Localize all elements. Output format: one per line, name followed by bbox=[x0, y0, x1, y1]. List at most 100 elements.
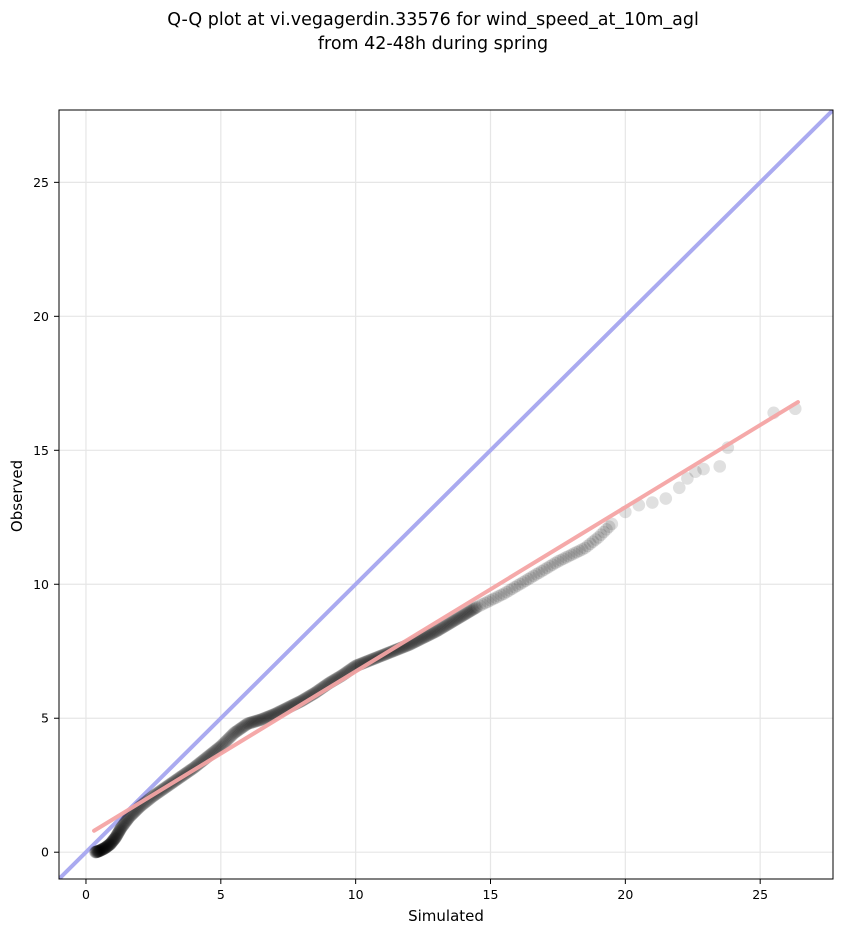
data-point bbox=[451, 612, 465, 625]
data-point bbox=[96, 842, 110, 856]
data-point bbox=[100, 840, 114, 853]
data-point bbox=[106, 834, 120, 848]
data-point bbox=[452, 611, 466, 625]
data-point bbox=[432, 623, 446, 637]
data-point bbox=[240, 718, 253, 731]
x-tick-label: 10 bbox=[348, 887, 364, 902]
data-point bbox=[105, 836, 118, 849]
data-point bbox=[244, 716, 258, 729]
data-point bbox=[100, 840, 113, 854]
data-point bbox=[430, 624, 443, 638]
data-point bbox=[253, 713, 267, 727]
data-point bbox=[465, 604, 478, 617]
data-point bbox=[570, 545, 584, 559]
data-point bbox=[243, 716, 257, 730]
data-point bbox=[98, 842, 111, 855]
data-point bbox=[107, 833, 120, 847]
data-point bbox=[106, 835, 119, 848]
data-point bbox=[460, 606, 474, 620]
data-point bbox=[109, 831, 122, 844]
data-point bbox=[417, 630, 431, 644]
data-point bbox=[462, 605, 476, 619]
data-point bbox=[242, 716, 256, 730]
data-point bbox=[581, 539, 594, 553]
data-point bbox=[505, 582, 519, 596]
data-point bbox=[494, 588, 508, 602]
data-point bbox=[220, 734, 233, 748]
y-tick-label: 10 bbox=[33, 577, 49, 592]
data-point bbox=[600, 523, 613, 536]
x-tick-label: 25 bbox=[752, 887, 768, 902]
data-point bbox=[91, 845, 105, 858]
data-point bbox=[453, 610, 467, 624]
data-point bbox=[697, 462, 710, 476]
data-point bbox=[116, 820, 129, 833]
data-point bbox=[543, 560, 557, 573]
data-point bbox=[238, 719, 251, 733]
data-point bbox=[484, 594, 497, 607]
data-point bbox=[428, 625, 441, 639]
data-point bbox=[104, 837, 117, 850]
data-point bbox=[118, 816, 132, 830]
data-point bbox=[441, 618, 455, 631]
data-point bbox=[468, 602, 482, 615]
data-point bbox=[97, 842, 110, 856]
x-tick-label: 5 bbox=[217, 887, 225, 902]
data-point bbox=[103, 838, 117, 851]
data-point bbox=[247, 715, 260, 729]
data-point bbox=[217, 736, 231, 750]
data-point bbox=[466, 603, 479, 617]
data-point bbox=[93, 844, 106, 858]
data-point bbox=[117, 818, 131, 831]
data-point bbox=[551, 555, 565, 568]
data-point bbox=[99, 841, 113, 854]
data-point bbox=[594, 528, 608, 541]
data-point bbox=[92, 844, 106, 858]
data-point bbox=[450, 612, 464, 626]
data-point bbox=[92, 844, 105, 858]
data-point bbox=[445, 615, 459, 629]
data-point bbox=[423, 628, 437, 641]
data-point bbox=[104, 836, 118, 850]
data-point bbox=[469, 601, 483, 615]
data-point bbox=[538, 563, 551, 576]
data-point bbox=[226, 727, 240, 741]
data-point bbox=[230, 725, 243, 738]
data-point bbox=[112, 826, 125, 840]
data-point bbox=[434, 622, 448, 635]
data-point bbox=[435, 621, 449, 635]
data-point bbox=[120, 813, 134, 827]
data-point bbox=[90, 845, 104, 858]
data-point bbox=[473, 599, 487, 612]
data-point bbox=[95, 843, 109, 857]
data-point bbox=[114, 821, 128, 835]
data-point bbox=[223, 731, 237, 744]
data-point bbox=[476, 598, 489, 611]
data-point bbox=[519, 574, 532, 588]
data-point bbox=[521, 572, 535, 586]
data-point bbox=[99, 840, 113, 854]
data-point bbox=[546, 558, 559, 572]
data-point bbox=[567, 547, 581, 560]
data-point bbox=[112, 825, 126, 839]
reference-line-y-equals-x bbox=[59, 110, 833, 879]
fit-line bbox=[92, 400, 800, 833]
data-point bbox=[461, 606, 475, 619]
data-point bbox=[113, 823, 127, 836]
data-point bbox=[107, 832, 121, 846]
data-point bbox=[492, 590, 505, 603]
y-tick-label: 25 bbox=[33, 175, 49, 190]
data-point bbox=[231, 724, 244, 737]
data-point bbox=[470, 600, 484, 614]
data-point bbox=[583, 537, 597, 551]
data-point bbox=[548, 556, 562, 570]
data-point bbox=[105, 835, 119, 849]
data-point bbox=[103, 837, 117, 851]
data-point bbox=[486, 592, 500, 606]
data-point bbox=[116, 819, 130, 832]
data-point bbox=[91, 845, 104, 858]
data-point bbox=[589, 533, 602, 546]
data-point bbox=[98, 841, 112, 855]
data-point bbox=[597, 525, 611, 539]
data-point bbox=[252, 713, 266, 727]
